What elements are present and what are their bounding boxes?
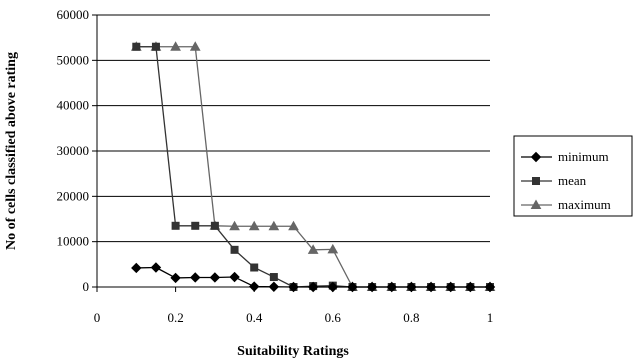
- data-point-mean: [151, 42, 160, 51]
- data-point-minimum: [229, 271, 240, 283]
- data-point-maximum: [170, 41, 181, 51]
- data-point-mean: [132, 42, 141, 51]
- data-point-mean: [230, 245, 239, 254]
- data-point-mean: [269, 273, 278, 282]
- legend-marker-mean: [532, 177, 540, 185]
- legend-box: [513, 135, 633, 217]
- x-tick-label: 0.8: [403, 310, 419, 325]
- data-point-minimum: [268, 281, 280, 292]
- data-point-maximum: [307, 244, 319, 254]
- y-tick-labels: 0 10000 20000 30000 40000 50000 60000: [57, 7, 90, 294]
- data-point-maximum: [288, 220, 299, 231]
- x-tick-label: 0.6: [325, 310, 342, 325]
- data-point-mean: [250, 263, 259, 272]
- data-point-minimum: [209, 272, 221, 283]
- data-point-minimum: [150, 262, 162, 273]
- y-tick-label: 20000: [57, 188, 90, 203]
- y-tick-label: 10000: [57, 234, 90, 249]
- x-axis-title: Suitability Ratings: [237, 344, 349, 359]
- data-point-minimum: [347, 281, 358, 293]
- y-tick-label: 60000: [57, 7, 90, 22]
- data-point-minimum: [190, 272, 201, 283]
- data-point-minimum: [248, 281, 260, 292]
- data-point-maximum: [229, 220, 240, 231]
- data-point-mean: [171, 221, 180, 230]
- series-layer: [130, 41, 496, 293]
- data-point-mean: [191, 221, 200, 230]
- legend-marker-maximum: [530, 199, 542, 209]
- y-tick-label: 30000: [57, 143, 90, 158]
- legend: minimum mean maximum: [513, 135, 633, 217]
- series-minimum: [131, 262, 496, 293]
- data-point-minimum: [307, 281, 319, 293]
- data-point-minimum: [366, 281, 378, 293]
- data-point-minimum: [170, 272, 181, 284]
- series-maximum: [130, 41, 496, 291]
- y-tick-label: 0: [83, 279, 90, 294]
- x-tick-labels: 0 0.2 0.4 0.6 0.8 1: [94, 310, 494, 325]
- x-tick-label: 0.4: [246, 310, 263, 325]
- y-tick-label: 50000: [57, 52, 90, 67]
- legend-item-mean: mean: [521, 173, 587, 188]
- data-point-minimum: [445, 281, 456, 293]
- legend-item-maximum: maximum: [521, 197, 611, 212]
- data-point-mean: [210, 221, 219, 230]
- data-point-minimum: [425, 281, 437, 293]
- x-tick-label: 0.2: [167, 310, 183, 325]
- y-axis: [92, 14, 98, 288]
- data-point-minimum: [327, 281, 339, 293]
- data-point-maximum: [189, 41, 201, 51]
- data-point-minimum: [465, 281, 476, 293]
- data-point-minimum: [484, 281, 496, 293]
- x-tick-label: 0: [94, 310, 101, 325]
- legend-label: maximum: [558, 197, 611, 212]
- data-point-maximum: [268, 220, 280, 231]
- data-point-maximum: [327, 243, 339, 254]
- legend-label: minimum: [558, 149, 609, 164]
- legend-marker-minimum: [530, 151, 542, 163]
- data-point-minimum: [406, 281, 417, 293]
- y-tick-label: 40000: [57, 98, 90, 113]
- legend-label: mean: [558, 173, 587, 188]
- x-tick-label: 1: [487, 310, 494, 325]
- legend-item-minimum: minimum: [521, 149, 609, 164]
- data-point-minimum: [131, 262, 142, 274]
- y-axis-title: No of cells classified above rating: [4, 52, 19, 250]
- data-point-minimum: [386, 281, 397, 293]
- data-point-minimum: [288, 281, 299, 293]
- data-point-maximum: [248, 220, 260, 231]
